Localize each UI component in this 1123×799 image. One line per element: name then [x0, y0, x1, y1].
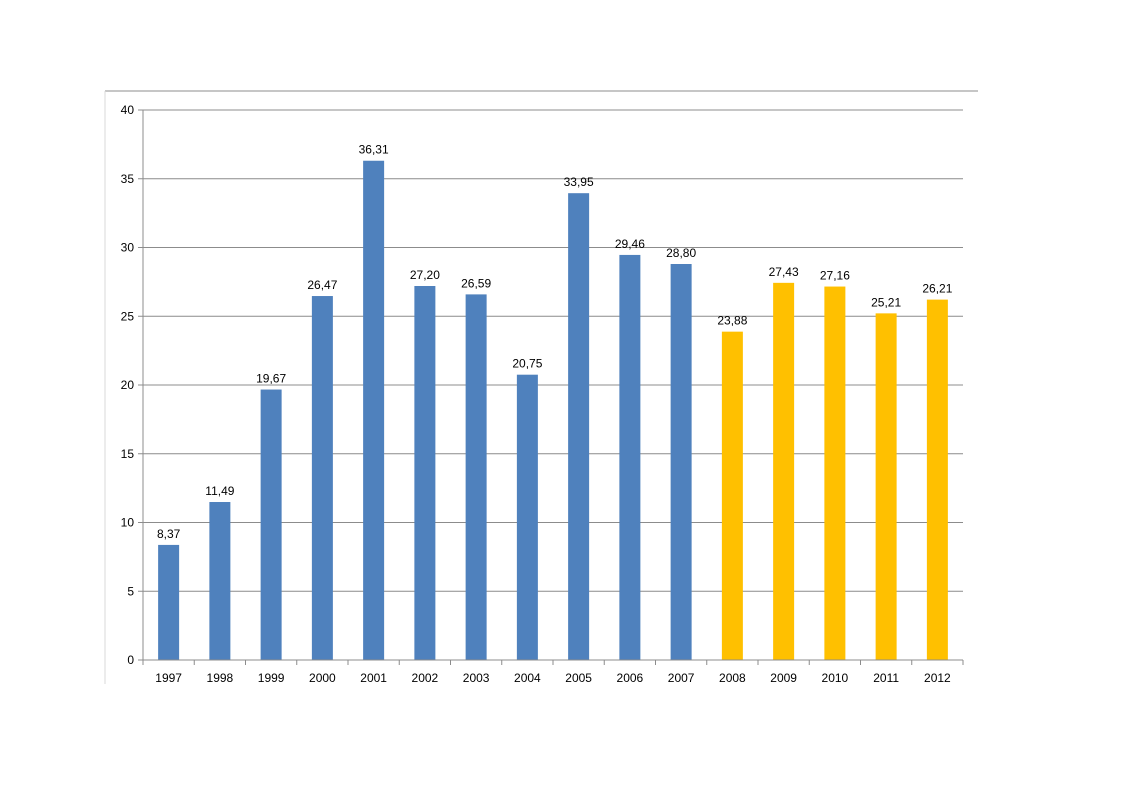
bar-2008 [721, 331, 743, 660]
data-labels: 8,37 11,49 19,67 26,47 36,31 27,20 26,59 20,75 3… [157, 143, 953, 541]
y-tick-label: 5 [127, 584, 134, 598]
data-label-2000: 26,47 [307, 278, 337, 292]
bar-2004 [516, 374, 538, 660]
data-label-1997: 8,37 [157, 527, 181, 541]
x-tick-label-2010: 2010 [822, 671, 849, 685]
x-tick-label-2003: 2003 [463, 671, 490, 685]
data-label-2003: 26,59 [461, 276, 491, 290]
x-tick-label-1999: 1999 [258, 671, 285, 685]
data-label-2006: 29,46 [615, 237, 645, 251]
data-label-2010: 27,16 [820, 269, 850, 283]
data-label-2009: 27,43 [769, 265, 799, 279]
y-tick-label: 10 [121, 516, 135, 530]
bar-1997 [158, 544, 180, 660]
bar-2002 [414, 286, 436, 660]
bar-2000 [311, 296, 333, 660]
y-tick-label: 25 [121, 309, 135, 323]
bar-1998 [209, 502, 231, 660]
y-tick-label: 15 [121, 447, 135, 461]
y-axis-ticks: 0 5 10 15 20 25 30 35 40 [121, 103, 143, 667]
data-label-2011: 25,21 [871, 295, 901, 309]
data-label-1999: 19,67 [256, 372, 286, 386]
data-label-2012: 26,21 [922, 282, 952, 296]
data-label-2005: 33,95 [564, 175, 594, 189]
y-tick-label: 40 [121, 103, 135, 117]
bar-2009 [773, 282, 795, 660]
x-tick-label-2012: 2012 [924, 671, 951, 685]
data-label-2007: 28,80 [666, 246, 696, 260]
bar-2001 [363, 160, 385, 661]
bar-2006 [619, 254, 641, 661]
bar-2012 [926, 299, 948, 660]
x-tick-label-2000: 2000 [309, 671, 336, 685]
bars [158, 160, 948, 661]
data-label-1998: 11,49 [205, 484, 234, 498]
x-tick-label-1998: 1998 [207, 671, 234, 685]
bar-2005 [568, 193, 590, 660]
x-axis-ticks: 1997 1998 1999 2000 2001 2002 2003 2004 2005 2006… [142, 660, 964, 685]
x-tick-label-2008: 2008 [719, 671, 746, 685]
x-tick-label-2005: 2005 [565, 671, 592, 685]
bar-2003 [465, 294, 487, 660]
x-tick-label-2004: 2004 [514, 671, 541, 685]
chart-frame [104, 90, 978, 684]
bar-2010 [824, 286, 846, 660]
x-tick-label-2002: 2002 [412, 671, 439, 685]
x-tick-label-2011: 2011 [873, 671, 899, 685]
x-tick-label-2006: 2006 [617, 671, 644, 685]
bar-2007 [670, 264, 692, 660]
y-tick-label: 0 [127, 653, 134, 667]
y-tick-label: 30 [121, 241, 135, 255]
y-tick-label: 20 [121, 378, 135, 392]
bar-1999 [260, 389, 282, 660]
data-label-2004: 20,75 [512, 357, 542, 371]
data-label-2001: 36,31 [359, 143, 389, 157]
data-label-2008: 23,88 [717, 314, 747, 328]
x-tick-label-2007: 2007 [668, 671, 695, 685]
bar-2011 [875, 313, 897, 660]
y-tick-label: 35 [121, 172, 135, 186]
x-tick-label-2009: 2009 [770, 671, 797, 685]
data-label-2002: 27,20 [410, 268, 440, 282]
x-tick-label-1997: 1997 [155, 671, 182, 685]
x-tick-label-2001: 2001 [360, 671, 387, 685]
